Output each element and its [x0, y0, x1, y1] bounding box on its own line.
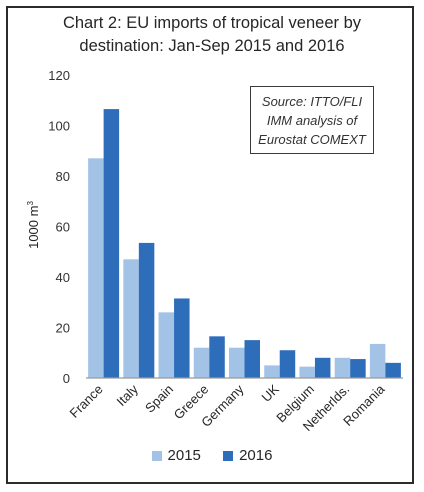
- source-line-3: Eurostat COMEXT: [258, 132, 366, 147]
- legend: 2015 2016: [0, 447, 424, 465]
- y-tick-label: 0: [63, 371, 70, 386]
- source-annotation-box: Source: ITTO/FLI IMM analysis of Eurosta…: [250, 86, 374, 154]
- bar-2015-france: [88, 158, 104, 378]
- bar-2015-germany: [229, 347, 245, 378]
- bar-2016-romania: [385, 362, 401, 378]
- y-tick-label: 100: [48, 119, 70, 134]
- y-tick-label: 80: [56, 169, 70, 184]
- source-line-1: Source: ITTO/FLI: [261, 94, 363, 109]
- y-tick-label: 60: [56, 220, 70, 235]
- bar-2016-greece: [209, 336, 225, 378]
- y-axis-label-text: 1000 m: [26, 206, 41, 249]
- chart-title: Chart 2: EU imports of tropical veneer b…: [8, 12, 416, 58]
- y-axis-label-superscript: 3: [26, 201, 35, 206]
- bar-2015-netherlds-: [334, 357, 351, 378]
- chart-title-line-1: Chart 2: EU imports of tropical veneer b…: [62, 14, 362, 32]
- bar-2015-romania: [369, 343, 386, 378]
- chart-frame: [6, 6, 414, 484]
- x-tick-label-italy: Italy: [113, 381, 141, 409]
- x-tick-label-france: France: [67, 382, 106, 421]
- y-tick-label: 40: [56, 270, 70, 285]
- legend-label-2016: 2016: [239, 447, 273, 464]
- bar-2015-spain: [158, 312, 175, 378]
- y-axis-label: 1000 m3: [26, 201, 41, 249]
- bar-2016-italy: [138, 242, 155, 378]
- bar-2016-germany: [244, 340, 260, 378]
- x-tick-label-uk: UK: [258, 381, 282, 405]
- chart-title-line-2: destination: Jan-Sep 2015 and 2016: [79, 37, 345, 55]
- y-tick-label: 20: [56, 321, 70, 336]
- legend-item-2016: 2016: [223, 447, 272, 464]
- bar-2015-greece: [193, 347, 210, 378]
- legend-swatch-2015: [151, 450, 162, 461]
- legend-swatch-2016: [223, 450, 234, 461]
- bar-2016-uk: [279, 350, 296, 378]
- bar-2015-belgium: [299, 366, 315, 378]
- bar-2015-uk: [264, 365, 280, 378]
- legend-label-2015: 2015: [167, 447, 201, 464]
- bar-2016-belgium: [314, 357, 331, 378]
- source-line-2: IMM analysis of: [266, 113, 358, 128]
- bar-2016-france: [103, 109, 120, 379]
- bar-2016-netherlds-: [350, 359, 366, 378]
- y-tick-label: 120: [48, 68, 70, 83]
- bar-2016-spain: [174, 298, 190, 378]
- legend-item-2015: 2015: [151, 447, 201, 464]
- bar-2015-italy: [123, 259, 139, 378]
